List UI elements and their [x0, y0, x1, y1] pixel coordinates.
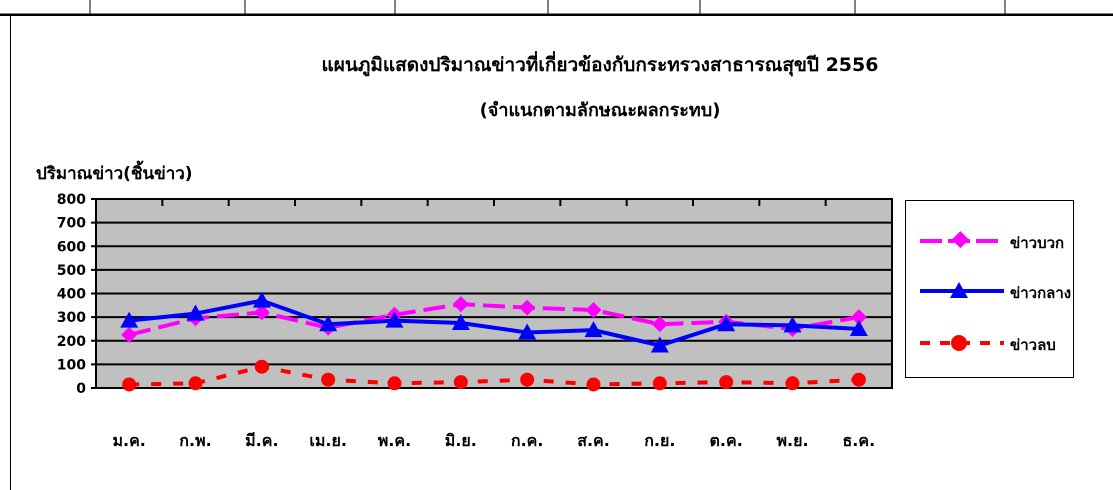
data-point-positive: [452, 296, 469, 313]
legend-swatch-neutral: [920, 282, 1004, 298]
x-tick-label: เม.ย.: [309, 431, 347, 450]
data-point-positive: [121, 326, 138, 343]
legend-swatch-positive: [920, 231, 1004, 249]
x-tick-label: ก.ย.: [644, 431, 675, 450]
x-tick-label: มิ.ย.: [445, 431, 477, 450]
legend-label-positive: ข่าวบวก: [1010, 234, 1065, 252]
data-point-negative: [254, 359, 269, 374]
data-point-positive: [253, 304, 270, 321]
data-point-neutral: [385, 311, 404, 328]
data-point-neutral: [120, 311, 139, 328]
data-point-negative: [188, 376, 203, 391]
data-point-neutral: [849, 319, 868, 336]
legend-item-positive: ข่าวบวก: [918, 229, 1068, 253]
data-point-neutral: [319, 315, 338, 332]
legend-label-neutral: ข่าวกลาง: [1010, 284, 1072, 302]
x-tick-label: ก.ค.: [511, 431, 544, 450]
data-point-neutral: [451, 314, 470, 331]
data-point-negative: [520, 372, 535, 387]
y-tick-label: 500: [57, 263, 86, 279]
data-point-negative: [851, 372, 866, 387]
chart-frame: [10, 16, 1113, 490]
data-point-neutral: [783, 316, 802, 333]
data-point-neutral: [252, 291, 271, 308]
data-point-neutral: [650, 336, 669, 353]
data-point-negative: [122, 377, 137, 392]
data-point-positive: [651, 316, 668, 333]
y-tick-label: 600: [57, 239, 86, 255]
x-tick-label: ม.ค.: [112, 431, 145, 450]
data-point-negative: [321, 372, 336, 387]
data-point-negative: [453, 375, 468, 390]
y-tick-label: 700: [57, 216, 86, 232]
y-tick-label: 0: [76, 381, 86, 397]
data-point-positive: [585, 302, 602, 319]
legend-item-negative: ข่าวลบ: [918, 331, 1068, 355]
data-point-negative: [586, 377, 601, 392]
x-tick-label: พ.ย.: [776, 431, 808, 450]
data-point-neutral: [584, 321, 603, 338]
data-point-negative: [387, 376, 402, 391]
chart-subtitle: (จำแนกตามลักษณะผลกระทบ): [479, 100, 721, 121]
x-tick-label: ธ.ค.: [843, 431, 876, 450]
data-point-neutral: [186, 304, 205, 321]
y-tick-label: 100: [57, 357, 86, 373]
data-point-neutral: [717, 315, 736, 332]
series-line-neutral: [128, 298, 859, 348]
y-tick-label: 800: [57, 192, 86, 208]
data-point-negative: [652, 376, 667, 391]
chart-title: แผนภูมิแสดงปริมาณข่าวที่เกี่ยวข้องกับกระ…: [321, 54, 879, 76]
y-tick-label: 200: [57, 334, 86, 350]
x-tick-label: ก.พ.: [179, 431, 211, 450]
x-tick-label: ส.ค.: [577, 431, 610, 450]
legend: ข่าวบวก ข่าวกลาง ข่าวลบ: [905, 200, 1074, 378]
y-tick-label: 300: [57, 310, 86, 326]
data-point-negative: [785, 376, 800, 391]
data-point-positive: [519, 299, 536, 316]
x-tick-label: มี.ค.: [245, 431, 278, 450]
x-tick-label: ต.ค.: [710, 431, 743, 450]
data-point-negative: [719, 375, 734, 390]
y-tick-label: 400: [57, 287, 86, 303]
data-point-positive: [850, 309, 867, 326]
y-axis-label: ปริมาณข่าว(ชิ้นข่าว): [36, 164, 193, 184]
legend-item-neutral: ข่าวกลาง: [918, 279, 1072, 303]
x-tick-label: พ.ค.: [378, 431, 411, 450]
legend-label-negative: ข่าวลบ: [1010, 336, 1056, 354]
data-point-neutral: [518, 323, 537, 340]
table-top-border: [0, 0, 1113, 16]
legend-swatch-negative: [920, 335, 1004, 351]
